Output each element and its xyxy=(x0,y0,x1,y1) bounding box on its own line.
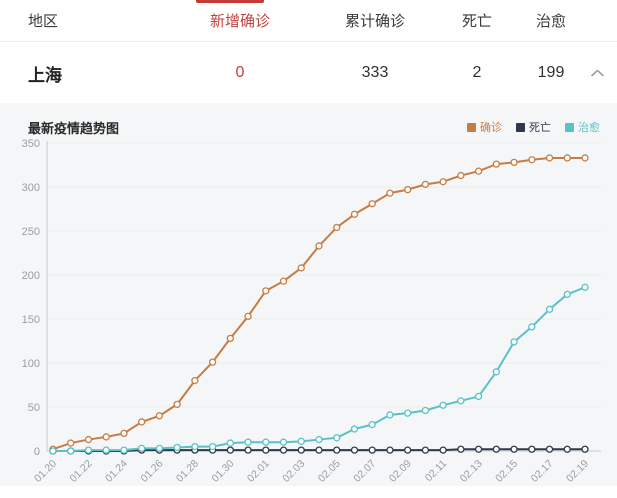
legend-swatch-icon xyxy=(467,122,476,132)
legend-item-cured[interactable]: 治愈 xyxy=(565,119,600,135)
column-header-deaths[interactable]: 死亡 xyxy=(461,13,492,30)
region-name: 上海 xyxy=(28,65,62,85)
legend-swatch-icon xyxy=(565,122,574,132)
column-header-new-confirmed[interactable]: 新增确诊 xyxy=(209,13,270,30)
svg-text:50: 50 xyxy=(28,402,40,414)
table-row-shanghai[interactable]: 上海 0 333 2 199 xyxy=(0,42,617,104)
chart-panel: 最新疫情趋势图 确诊 死亡 治愈 0 50 100 150 200 250 300 350 01.2… xyxy=(0,103,617,486)
svg-text:02.01: 02.01 xyxy=(245,458,272,485)
svg-text:250: 250 xyxy=(22,226,40,238)
svg-text:01.24: 01.24 xyxy=(103,458,130,485)
svg-text:02.09: 02.09 xyxy=(387,458,414,485)
svg-text:01.20: 01.20 xyxy=(32,458,59,485)
legend-label: 死亡 xyxy=(529,122,551,134)
svg-text:02.03: 02.03 xyxy=(280,458,307,485)
svg-text:02.05: 02.05 xyxy=(316,458,343,485)
svg-text:02.11: 02.11 xyxy=(423,458,450,485)
svg-text:02.19: 02.19 xyxy=(564,458,591,485)
deaths-value: 2 xyxy=(472,64,482,81)
svg-text:02.13: 02.13 xyxy=(458,458,485,485)
legend-item-death[interactable]: 死亡 xyxy=(516,119,551,135)
cured-value: 199 xyxy=(537,64,565,81)
svg-text:350: 350 xyxy=(22,139,40,150)
selected-tab-indicator-fragment xyxy=(196,0,264,3)
svg-text:100: 100 xyxy=(22,358,40,370)
svg-text:200: 200 xyxy=(22,270,40,282)
svg-text:01.22: 01.22 xyxy=(68,458,95,485)
new-confirmed-value: 0 xyxy=(235,64,245,81)
svg-text:02.07: 02.07 xyxy=(351,458,378,485)
svg-text:150: 150 xyxy=(22,314,40,326)
column-header-cured[interactable]: 治愈 xyxy=(535,13,566,30)
legend-label: 确诊 xyxy=(480,122,502,134)
chart-title: 最新疫情趋势图 xyxy=(28,120,120,136)
svg-text:01.30: 01.30 xyxy=(209,458,236,485)
column-header-region[interactable]: 地区 xyxy=(28,13,59,30)
chart-legend: 确诊 死亡 治愈 xyxy=(453,119,600,135)
column-header-total-confirmed[interactable]: 累计确诊 xyxy=(344,13,405,30)
chevron-up-icon[interactable] xyxy=(591,69,604,77)
legend-swatch-icon xyxy=(516,122,525,132)
svg-text:300: 300 xyxy=(22,182,40,194)
svg-text:01.28: 01.28 xyxy=(174,458,201,485)
svg-text:0: 0 xyxy=(34,446,40,458)
table-header: 地区 新增确诊 累计确诊 死亡 治愈 xyxy=(0,0,617,42)
legend-label: 治愈 xyxy=(578,122,600,134)
legend-item-confirmed[interactable]: 确诊 xyxy=(467,119,502,135)
trend-line-chart: 0 50 100 150 200 250 300 350 01.20 01.22 01.24 01.2… xyxy=(22,139,601,485)
svg-text:02.15: 02.15 xyxy=(493,458,520,485)
svg-text:02.17: 02.17 xyxy=(529,458,556,485)
svg-text:01.26: 01.26 xyxy=(138,458,165,485)
total-confirmed-value: 333 xyxy=(361,64,389,81)
